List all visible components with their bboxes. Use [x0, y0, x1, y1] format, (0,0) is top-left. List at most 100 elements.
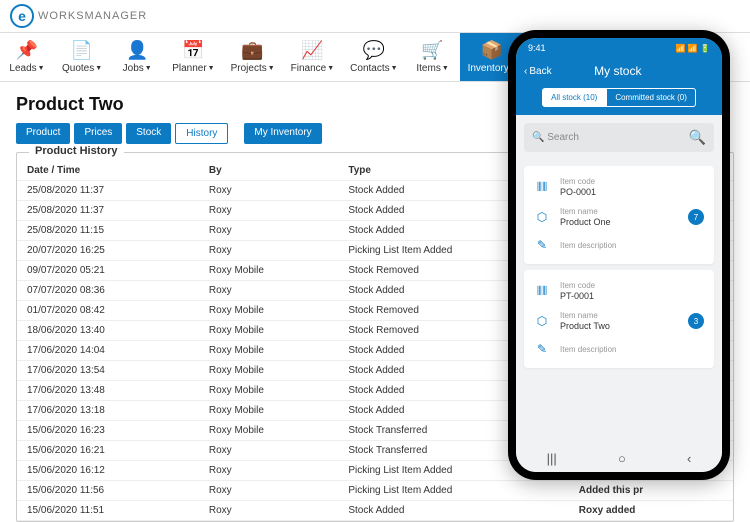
- box-icon: ⬡: [534, 209, 550, 225]
- cell: 01/07/2020 08:42: [17, 301, 199, 321]
- nav-label: Quotes▼: [62, 63, 102, 74]
- cell: Added this pr: [569, 481, 733, 501]
- cell: 20/07/2020 16:25: [17, 241, 199, 261]
- table-row[interactable]: 15/06/2020 11:51RoxyStock AddedRoxy adde…: [17, 501, 733, 521]
- home-icon[interactable]: ○: [618, 451, 626, 466]
- cell: 15/06/2020 11:51: [17, 501, 199, 521]
- cell: 17/06/2020 13:18: [17, 401, 199, 421]
- brand-text: WORKSMANAGER: [38, 10, 147, 22]
- phone-time: 9:41: [528, 43, 546, 53]
- cell: Roxy Mobile: [199, 381, 338, 401]
- nav-items[interactable]: 🛒Items▼: [406, 33, 460, 81]
- phone-mockup: 9:41 📶 📶 🔋 ‹ Back My stock All stock (10…: [508, 30, 730, 480]
- brand-bar: e WORKSMANAGER: [0, 0, 750, 32]
- col-header[interactable]: By: [199, 161, 338, 181]
- cell: Roxy Mobile: [199, 361, 338, 381]
- nav-icon: 👤: [126, 40, 148, 61]
- cell: Roxy Mobile: [199, 401, 338, 421]
- nav-jobs[interactable]: 👤 Jobs▼: [110, 33, 164, 81]
- nav-contacts[interactable]: 💬Contacts▼: [342, 33, 405, 81]
- cell: 25/08/2020 11:37: [17, 201, 199, 221]
- cell: Stock Added: [338, 501, 568, 521]
- panel-legend: Product History: [29, 145, 124, 157]
- nav-label: Projects▼: [231, 63, 275, 74]
- cell: 15/06/2020 16:23: [17, 421, 199, 441]
- cell: 09/07/2020 05:21: [17, 261, 199, 281]
- nav-label: Contacts▼: [350, 63, 397, 74]
- tab-history[interactable]: History: [175, 123, 228, 144]
- cell: Picking List Item Added: [338, 481, 568, 501]
- cell: 17/06/2020 13:48: [17, 381, 199, 401]
- cell: 15/06/2020 16:21: [17, 441, 199, 461]
- nav-finance[interactable]: 📈 Finance▼: [283, 33, 343, 81]
- cell: 17/06/2020 13:54: [17, 361, 199, 381]
- cell: 18/06/2020 13:40: [17, 321, 199, 341]
- nav-label: Leads▼: [9, 63, 44, 74]
- name-label: Item name: [560, 311, 678, 320]
- nav-icon: 💼: [241, 40, 263, 61]
- cell: 07/07/2020 08:36: [17, 281, 199, 301]
- app-title: My stock: [522, 64, 714, 78]
- nav-label: Planner▼: [172, 63, 214, 74]
- nav-label: Items▼: [416, 63, 448, 74]
- nav-label: Jobs▼: [123, 63, 152, 74]
- nav-leads[interactable]: 📌 Leads▼: [0, 33, 54, 81]
- nav-icon: 📈: [301, 40, 323, 61]
- code-value: PT-0001: [560, 291, 704, 301]
- col-header[interactable]: Date / Time: [17, 161, 199, 181]
- search-placeholder: Search: [547, 132, 579, 143]
- tab-prices[interactable]: Prices: [74, 123, 122, 144]
- nav-projects[interactable]: 💼 Projects▼: [223, 33, 283, 81]
- phone-screen: 9:41 📶 📶 🔋 ‹ Back My stock All stock (10…: [516, 38, 722, 472]
- stock-card[interactable]: ⦀⦀Item codePT-0001⬡Item nameProduct Two3…: [524, 270, 714, 368]
- count-badge: 3: [688, 313, 704, 329]
- cell: Roxy Mobile: [199, 261, 338, 281]
- cell: Roxy: [199, 461, 338, 481]
- search-input[interactable]: 🔍 Search 🔍: [524, 123, 714, 152]
- cell: Roxy: [199, 441, 338, 461]
- box-icon: ⬡: [534, 313, 550, 329]
- nav-quotes[interactable]: 📄Quotes▼: [54, 33, 110, 81]
- back-nav-icon[interactable]: ‹: [687, 451, 691, 466]
- nav-icon: 📦: [481, 40, 503, 61]
- cell: Roxy: [199, 501, 338, 521]
- cell: Roxy: [199, 241, 338, 261]
- edit-icon: ✎: [534, 237, 550, 253]
- barcode-icon: ⦀⦀: [534, 179, 550, 195]
- cell: Roxy: [199, 481, 338, 501]
- code-label: Item code: [560, 177, 704, 186]
- count-badge: 7: [688, 209, 704, 225]
- nav-planner[interactable]: 📅Planner▼: [164, 33, 222, 81]
- logo-icon: e: [10, 4, 34, 28]
- cell: 17/06/2020 14:04: [17, 341, 199, 361]
- tab-my-inventory[interactable]: My Inventory: [244, 123, 321, 144]
- seg-committed-stock[interactable]: Committed stock (0): [606, 88, 696, 107]
- search-icon: 🔍: [532, 132, 544, 143]
- search-submit-icon[interactable]: 🔍: [689, 129, 706, 146]
- name-value: Product One: [560, 217, 678, 227]
- cell: Roxy added: [569, 501, 733, 521]
- nav-icon: 📌: [16, 40, 38, 61]
- phone-system-nav: ||| ○ ‹: [516, 444, 722, 472]
- cell: Roxy: [199, 281, 338, 301]
- name-label: Item name: [560, 207, 678, 216]
- app-header: ‹ Back My stock: [516, 58, 722, 84]
- barcode-icon: ⦀⦀: [534, 283, 550, 299]
- tab-product[interactable]: Product: [16, 123, 70, 144]
- cell: Roxy Mobile: [199, 321, 338, 341]
- recent-apps-icon[interactable]: |||: [547, 451, 557, 466]
- cell: Roxy: [199, 181, 338, 201]
- stock-card[interactable]: ⦀⦀Item codePO-0001⬡Item nameProduct One7…: [524, 166, 714, 264]
- cell: Roxy Mobile: [199, 421, 338, 441]
- phone-status-bar: 9:41 📶 📶 🔋: [516, 38, 722, 58]
- nav-label: Finance▼: [291, 63, 335, 74]
- cell: 15/06/2020 16:12: [17, 461, 199, 481]
- cell: Roxy: [199, 201, 338, 221]
- edit-icon: ✎: [534, 341, 550, 357]
- cell: 15/06/2020 11:56: [17, 481, 199, 501]
- tab-stock[interactable]: Stock: [126, 123, 171, 144]
- status-icons: 📶 📶 🔋: [676, 44, 710, 53]
- cell: 25/08/2020 11:37: [17, 181, 199, 201]
- seg-all-stock[interactable]: All stock (10): [542, 88, 606, 107]
- table-row[interactable]: 15/06/2020 11:56RoxyPicking List Item Ad…: [17, 481, 733, 501]
